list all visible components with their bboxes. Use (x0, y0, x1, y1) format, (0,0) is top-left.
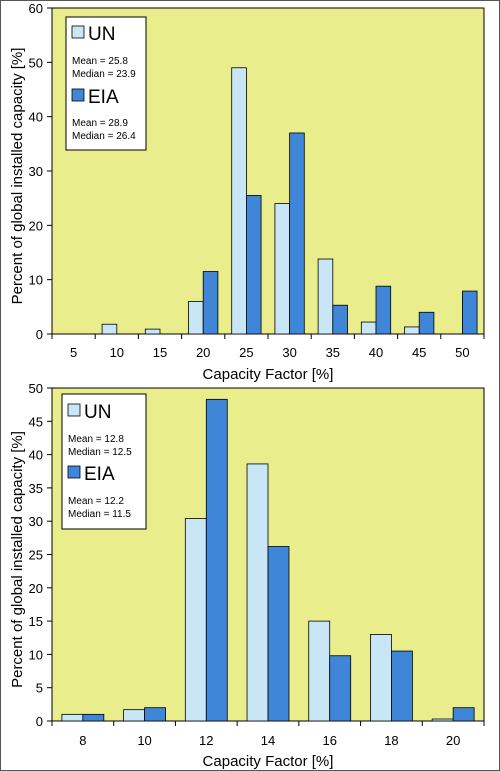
bar-eia (375, 285, 392, 335)
legend-label-eia: EIA (88, 87, 119, 108)
x-tick-label: 35 (326, 345, 340, 360)
y-tick-label: 0 (36, 714, 43, 729)
bar-un (360, 321, 377, 335)
legend-eia-mean: Mean = 28.9 (72, 118, 128, 129)
legend-eia-mean: Mean = 12.2 (68, 496, 124, 507)
legend-swatch-eia (67, 465, 81, 479)
y-tick-label: 20 (29, 581, 43, 596)
y-tick-label: 40 (29, 448, 43, 463)
x-tick-label: 15 (153, 345, 167, 360)
bar-un (61, 713, 84, 722)
bar-un (246, 463, 269, 722)
y-tick-label: 0 (36, 327, 43, 342)
y-tick-label: 60 (29, 1, 43, 16)
legend-un-mean: Mean = 12.8 (68, 434, 124, 445)
y-tick-label: 10 (29, 647, 43, 662)
y-tick-label: 45 (29, 414, 43, 429)
legend-eia-median: Median = 11.5 (68, 509, 131, 520)
y-tick-label: 15 (29, 614, 43, 629)
bar-eia (144, 707, 166, 722)
x-tick-label: 10 (137, 733, 151, 748)
bar-eia (391, 650, 413, 722)
bar-un (274, 203, 290, 335)
legend-box (65, 16, 147, 151)
x-tick-label: 20 (196, 345, 210, 360)
x-tick-label: 14 (261, 733, 275, 748)
bar-un (184, 518, 207, 722)
bar-eia (202, 271, 219, 335)
y-tick-label: 10 (29, 273, 43, 288)
legend-un-median: Median = 12.5 (68, 447, 132, 458)
legend-eia-median: Median = 26.4 (72, 131, 136, 142)
x-tick-label: 30 (282, 345, 296, 360)
bar-eia (205, 398, 228, 722)
x-tick-label: 50 (455, 345, 469, 360)
bar-eia (461, 290, 478, 335)
bar-un (370, 634, 392, 722)
bar-eia (452, 707, 475, 722)
bar-un (144, 328, 161, 335)
legend-label-eia: EIA (84, 464, 115, 485)
legend-swatch-eia (71, 88, 85, 102)
y-tick-label: 30 (29, 514, 43, 529)
bar-eia (245, 195, 262, 335)
bar-un (317, 258, 334, 335)
y-tick-label: 5 (36, 681, 43, 696)
bar-un (231, 67, 247, 335)
chart-bottom: 0 5 10 15 20 25 30 35 40 45 50 8 10 12 14 16 18 20 Capacit… (9, 381, 485, 770)
x-axis-title: Capacity Factor [%] (203, 366, 334, 383)
y-tick-label: 30 (29, 164, 43, 179)
bar-un (404, 326, 420, 335)
x-tick-label: 25 (239, 345, 253, 360)
bar-un (431, 718, 454, 722)
y-tick-label: 50 (29, 381, 43, 396)
legend-swatch-un (71, 25, 85, 39)
y-tick-label: 40 (29, 110, 43, 125)
chart-top: 0 10 20 30 40 50 60 5 10 15 20 25 30 35 40 45 50 Capacity… (9, 1, 485, 383)
x-tick-label: 12 (199, 733, 213, 748)
bar-eia (332, 304, 348, 335)
bar-eia (82, 713, 105, 722)
y-tick-label: 35 (29, 481, 43, 496)
x-tick-label: 10 (110, 345, 124, 360)
x-tick-label: 45 (412, 345, 426, 360)
x-tick-label: 20 (446, 733, 460, 748)
legend-un-mean: Mean = 25.8 (72, 56, 128, 67)
bar-eia (329, 655, 352, 722)
y-tick-label: 20 (29, 218, 43, 233)
bar-un (308, 620, 331, 722)
bar-un (123, 709, 145, 722)
bar-un (101, 323, 118, 335)
bar-eia (267, 546, 290, 722)
bar-eia (418, 311, 435, 335)
bar-un (188, 300, 204, 335)
x-tick-label: 5 (70, 345, 77, 360)
legend-box (61, 393, 147, 530)
x-tick-label: 18 (384, 733, 398, 748)
x-tick-label: 8 (79, 733, 86, 748)
legend-label-un: UN (84, 402, 111, 423)
x-tick-label: 40 (369, 345, 383, 360)
legend-label-un: UN (88, 24, 115, 45)
y-axis-title: Percent of global installed capacity [%] (9, 431, 26, 688)
x-tick-label: 16 (322, 733, 336, 748)
bar-eia (289, 132, 305, 335)
y-tick-label: 50 (29, 55, 43, 70)
legend-swatch-un (67, 403, 81, 417)
y-axis-title: Percent of global installed capacity [%] (9, 48, 26, 305)
x-axis-title: Capacity Factor [%] (203, 753, 334, 770)
legend-un-median: Median = 23.9 (72, 69, 136, 80)
y-tick-label: 25 (29, 548, 43, 563)
